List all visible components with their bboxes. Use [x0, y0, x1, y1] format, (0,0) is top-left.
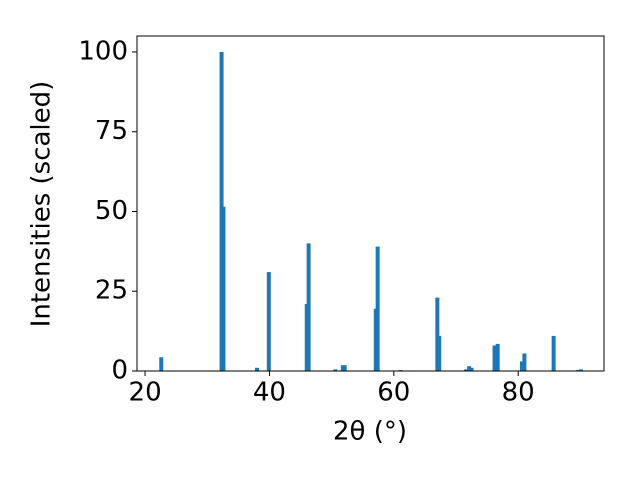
y-tick-label: 0	[111, 356, 128, 386]
bar	[522, 353, 527, 371]
x-tick-label: 40	[253, 378, 286, 408]
bar	[255, 367, 260, 371]
bar	[266, 272, 271, 371]
y-tick-label: 50	[95, 196, 128, 226]
bar	[463, 369, 468, 371]
y-tick-label: 75	[95, 116, 128, 146]
bar	[375, 246, 380, 371]
bar	[519, 361, 524, 371]
bar	[437, 335, 442, 371]
y-tick-label: 25	[95, 276, 128, 306]
y-axis-label: Intensities (scaled)	[27, 81, 57, 328]
x-tick-label: 60	[377, 378, 410, 408]
bar	[435, 297, 440, 371]
plot-frame	[136, 35, 605, 372]
bar	[578, 369, 583, 371]
bar	[492, 345, 497, 371]
y-tick-label: 100	[78, 36, 128, 66]
bar	[495, 343, 500, 371]
x-tick-label: 20	[129, 378, 162, 408]
bar	[221, 206, 226, 371]
x-axis-label: 2θ (°)	[333, 417, 407, 447]
bar	[467, 366, 472, 371]
bar	[342, 365, 347, 371]
bar	[159, 357, 164, 371]
x-tick-label: 80	[502, 378, 535, 408]
bar	[469, 367, 474, 371]
bar	[333, 369, 338, 371]
bar	[306, 243, 311, 371]
bar	[551, 335, 556, 371]
